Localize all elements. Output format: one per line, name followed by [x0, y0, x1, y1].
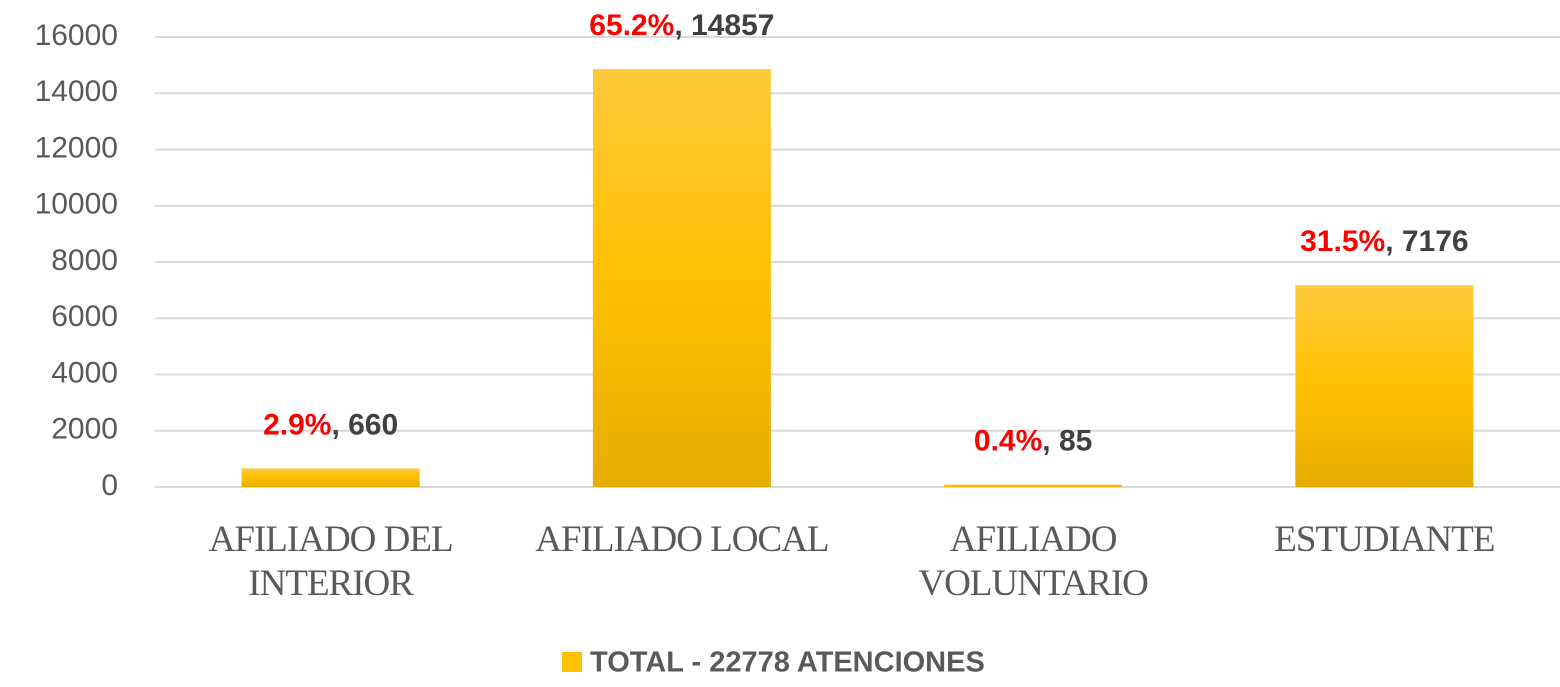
- data-label: 31.5%, 7176: [1300, 225, 1469, 258]
- data-label: 2.9%, 660: [263, 408, 398, 441]
- label-separator: ,: [1042, 425, 1059, 458]
- x-tick-label: AFILIADO DEL INTERIOR: [208, 519, 454, 604]
- label-separator: ,: [331, 408, 348, 441]
- data-label: 0.4%, 85: [974, 425, 1092, 458]
- percent-label: 0.4%: [974, 425, 1042, 458]
- value-label: 7176: [1402, 225, 1469, 258]
- legend-label: TOTAL - 22778 ATENCIONES: [590, 647, 985, 679]
- percent-label: 2.9%: [263, 408, 331, 441]
- bar: [241, 468, 420, 487]
- value-label: 14857: [691, 9, 774, 42]
- value-label: 660: [348, 408, 398, 441]
- percent-label: 65.2%: [589, 9, 674, 42]
- label-separator: ,: [674, 9, 691, 42]
- y-tick-label: 0: [101, 469, 118, 502]
- value-label: 85: [1059, 425, 1092, 458]
- y-tick-label: 2000: [51, 413, 118, 446]
- y-tick-label: 8000: [51, 244, 118, 277]
- x-tick-label: ESTUDIANTE: [1274, 519, 1495, 560]
- bar: [592, 69, 771, 487]
- y-tick-label: 14000: [35, 75, 118, 108]
- y-tick-label: 12000: [35, 131, 118, 164]
- data-label: 65.2%, 14857: [589, 9, 774, 42]
- bar: [1295, 285, 1474, 487]
- y-tick-label: 10000: [35, 188, 118, 221]
- y-tick-label: 16000: [35, 19, 118, 52]
- label-separator: ,: [1385, 225, 1402, 258]
- percent-label: 31.5%: [1300, 225, 1385, 258]
- y-tick-label: 6000: [51, 300, 118, 333]
- y-tick-label: 4000: [51, 356, 118, 389]
- x-tick-label: AFILIADO VOLUNTARIO: [918, 519, 1149, 604]
- x-tick-label: AFILIADO LOCAL: [535, 519, 829, 560]
- bar: [944, 484, 1123, 487]
- legend-swatch: [562, 652, 582, 672]
